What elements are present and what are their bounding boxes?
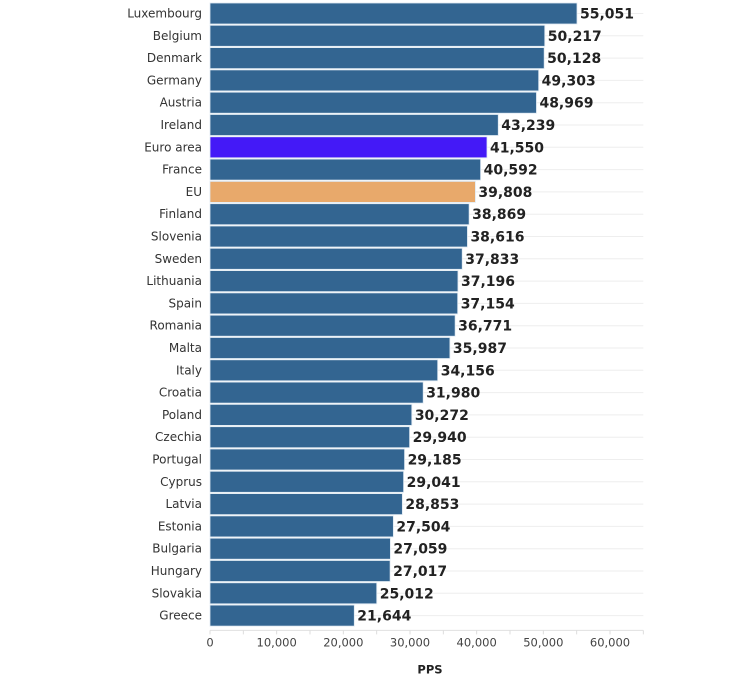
data-label: 41,550 <box>490 140 544 156</box>
bar-slovakia <box>209 582 378 605</box>
bar-sweden <box>209 247 463 270</box>
x-axis-title: PPS <box>417 662 442 676</box>
category-label: Bulgaria <box>152 542 202 556</box>
data-label: 43,239 <box>501 118 555 134</box>
bar-croatia <box>209 381 424 404</box>
bar-poland <box>209 403 413 426</box>
category-label: Malta <box>169 341 202 355</box>
category-label: Sweden <box>155 252 202 266</box>
category-label: Czechia <box>155 430 202 444</box>
data-label: 50,217 <box>548 29 602 45</box>
data-label: 27,504 <box>396 519 450 535</box>
category-label: Austria <box>160 96 202 110</box>
category-label: Belgium <box>153 29 202 43</box>
bar-latvia <box>209 493 403 516</box>
bar-greece <box>209 604 355 627</box>
bar-romania <box>209 314 456 337</box>
bar-denmark <box>209 47 545 69</box>
category-label: Cyprus <box>160 475 202 489</box>
bar-czechia <box>209 426 411 449</box>
data-label: 29,940 <box>413 430 467 446</box>
bar-france <box>209 158 482 181</box>
category-label: Spain <box>168 296 202 310</box>
data-label: 21,644 <box>357 609 411 625</box>
bar-malta <box>209 337 451 359</box>
data-label: 38,869 <box>472 207 526 223</box>
category-label: Denmark <box>147 51 202 65</box>
category-label: Estonia <box>158 519 202 533</box>
data-label: 34,156 <box>441 363 495 379</box>
bar-hungary <box>209 560 391 582</box>
data-label: 29,185 <box>408 453 462 469</box>
category-label: Italy <box>176 363 202 377</box>
bar-italy <box>209 359 439 382</box>
bar-estonia <box>209 515 394 538</box>
data-label: 27,059 <box>393 542 447 558</box>
x-tick-label: 10,000 <box>257 635 297 649</box>
bar-belgium <box>209 24 546 47</box>
category-label: Slovenia <box>151 230 202 244</box>
bar-austria <box>209 91 537 114</box>
category-label: Latvia <box>165 497 202 511</box>
bar-germany <box>209 69 540 92</box>
bar-euro-area <box>209 136 488 159</box>
x-tick-label: 20,000 <box>323 635 363 649</box>
bar-bulgaria <box>209 537 391 560</box>
x-tick-label: 40,000 <box>457 635 497 649</box>
category-label: EU <box>186 185 202 199</box>
data-label: 50,128 <box>547 51 601 67</box>
category-label: Poland <box>162 408 202 422</box>
bar-portugal <box>209 448 405 471</box>
category-label: Euro area <box>144 140 202 154</box>
category-label: Croatia <box>159 386 202 400</box>
category-label: Slovakia <box>152 586 202 600</box>
data-label: 37,833 <box>465 252 519 268</box>
data-label: 29,041 <box>407 475 461 491</box>
data-label: 49,303 <box>542 73 596 89</box>
category-label: Lithuania <box>146 274 202 288</box>
data-label: 36,771 <box>458 319 512 335</box>
data-label: 28,853 <box>405 497 459 513</box>
data-label: 37,154 <box>461 296 515 312</box>
data-label: 55,051 <box>580 7 634 23</box>
bar-eu <box>209 180 476 203</box>
data-label: 35,987 <box>453 341 507 357</box>
category-label: Germany <box>147 73 202 87</box>
data-label: 48,969 <box>539 96 593 112</box>
bar-slovenia <box>209 225 468 248</box>
data-label: 31,980 <box>426 386 480 402</box>
bar-luxembourg <box>209 2 578 25</box>
category-label: Finland <box>159 207 202 221</box>
data-label: 37,196 <box>461 274 515 290</box>
category-label: Ireland <box>160 118 202 132</box>
data-label: 39,808 <box>478 185 532 201</box>
bar-spain <box>209 292 459 315</box>
category-label: Portugal <box>152 453 202 467</box>
x-tick-label: 30,000 <box>390 635 430 649</box>
data-label: 27,017 <box>393 564 447 580</box>
bar-cyprus <box>209 470 405 493</box>
x-tick-label: 60,000 <box>590 635 630 649</box>
bar-ireland <box>209 114 499 136</box>
data-label: 40,592 <box>484 163 538 179</box>
category-label: Hungary <box>151 564 202 578</box>
category-label: Greece <box>159 609 202 623</box>
category-label: Romania <box>150 319 202 333</box>
data-label: 38,616 <box>470 230 524 246</box>
category-label: Luxembourg <box>127 7 202 21</box>
bar-finland <box>209 203 470 226</box>
data-label: 30,272 <box>415 408 469 424</box>
x-tick-label: 0 <box>206 635 213 649</box>
data-label: 25,012 <box>380 586 434 602</box>
category-label: France <box>162 163 202 177</box>
bar-lithuania <box>209 270 459 293</box>
x-tick-label: 50,000 <box>523 635 563 649</box>
